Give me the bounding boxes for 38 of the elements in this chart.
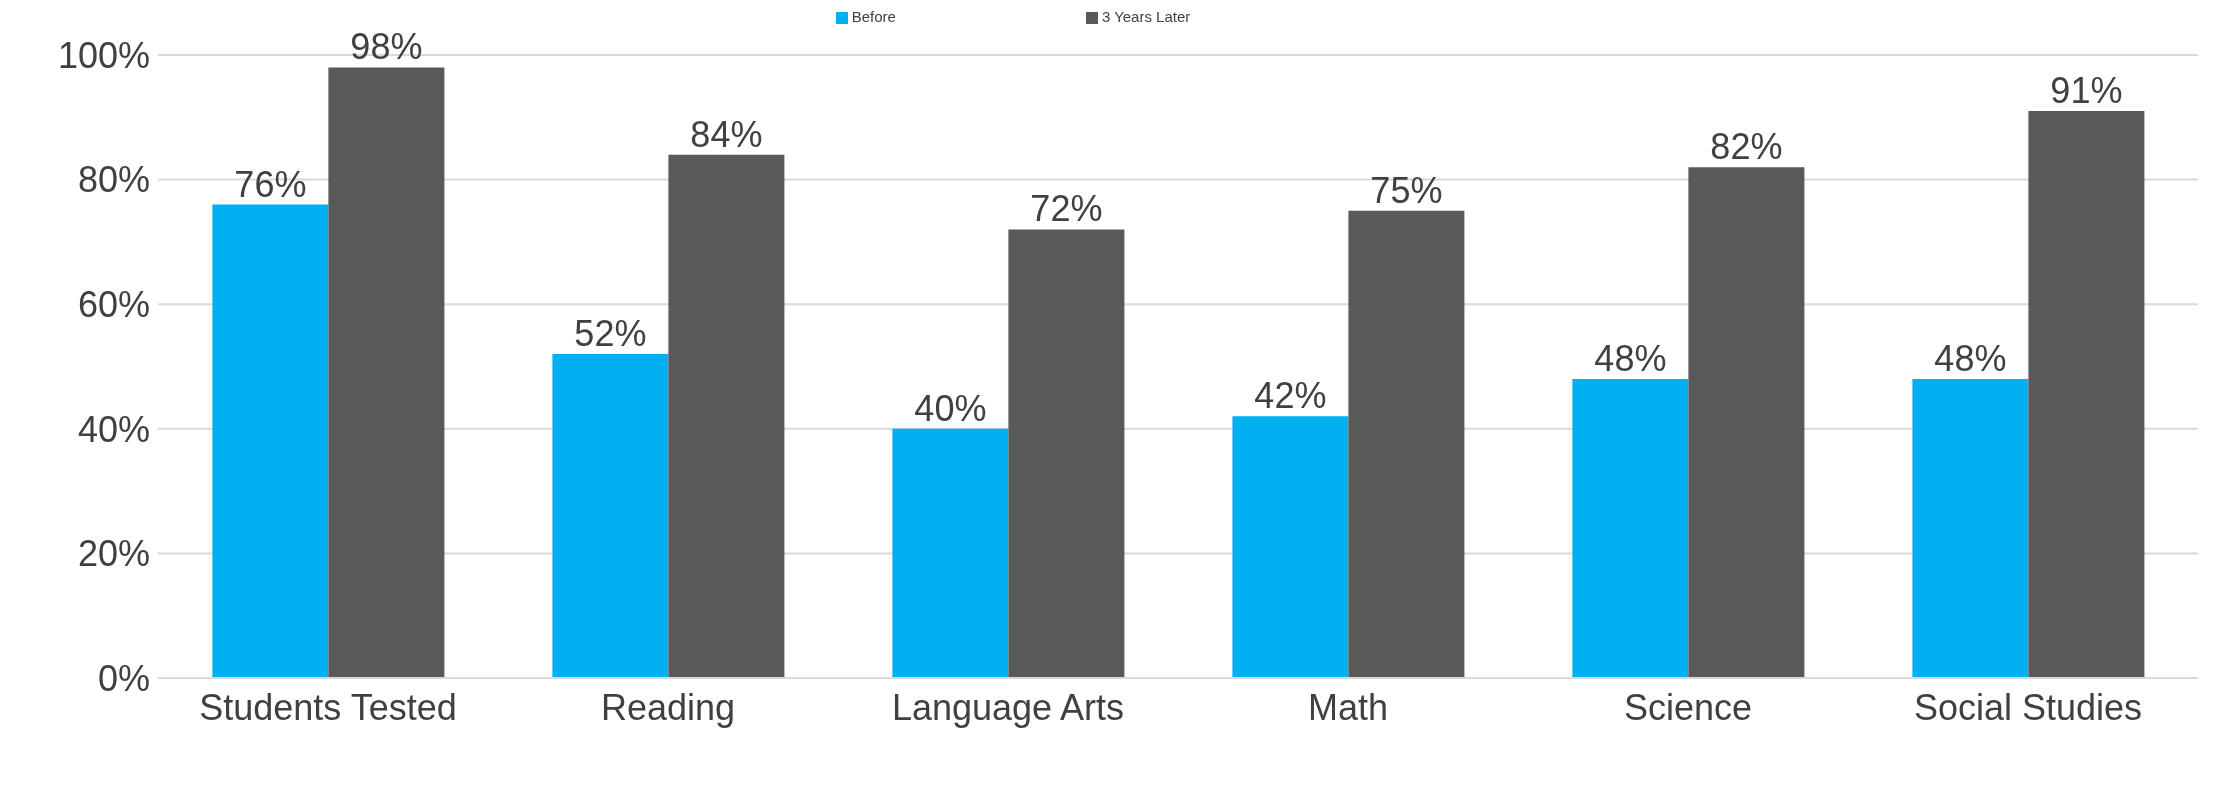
y-tick-label: 0% [97,657,150,699]
bar [892,428,1009,678]
data-label: 98% [350,26,423,68]
data-label: 48% [1934,337,2007,379]
data-label: 40% [914,387,987,429]
data-label: 91% [2050,70,2123,112]
data-label: 42% [1254,375,1327,417]
bar [1572,378,1689,678]
bar [328,67,445,678]
bar [2028,111,2145,678]
data-label: 52% [574,313,647,355]
data-label: 72% [1030,188,1103,230]
bar [552,354,669,678]
y-tick-label: 100% [57,34,150,76]
y-tick-label: 40% [77,408,150,450]
data-label: 84% [690,113,763,155]
y-tick-label: 60% [77,283,150,325]
bar [212,204,329,678]
data-label: 76% [234,163,307,205]
bar [1348,210,1465,678]
bar [1688,167,1805,678]
y-tick-label: 80% [77,159,150,201]
bar [1912,378,2029,678]
x-tick-label: Science [1623,686,1753,728]
x-tick-label: Reading [600,686,736,728]
y-tick-label: 20% [77,533,150,575]
data-label: 82% [1710,126,1783,168]
bar [1232,416,1349,678]
bar [668,154,785,678]
x-tick-label: Social Studies [1913,686,2143,728]
data-label: 75% [1370,169,1443,211]
x-tick-label: Language Arts [891,686,1125,728]
x-tick-label: Math [1307,686,1389,728]
data-label: 48% [1594,337,1667,379]
legend-label: 3 Years Later [1101,8,1191,25]
legend-label: Before [851,8,896,25]
bar [1008,229,1125,678]
x-tick-label: Students Tested [199,686,457,728]
